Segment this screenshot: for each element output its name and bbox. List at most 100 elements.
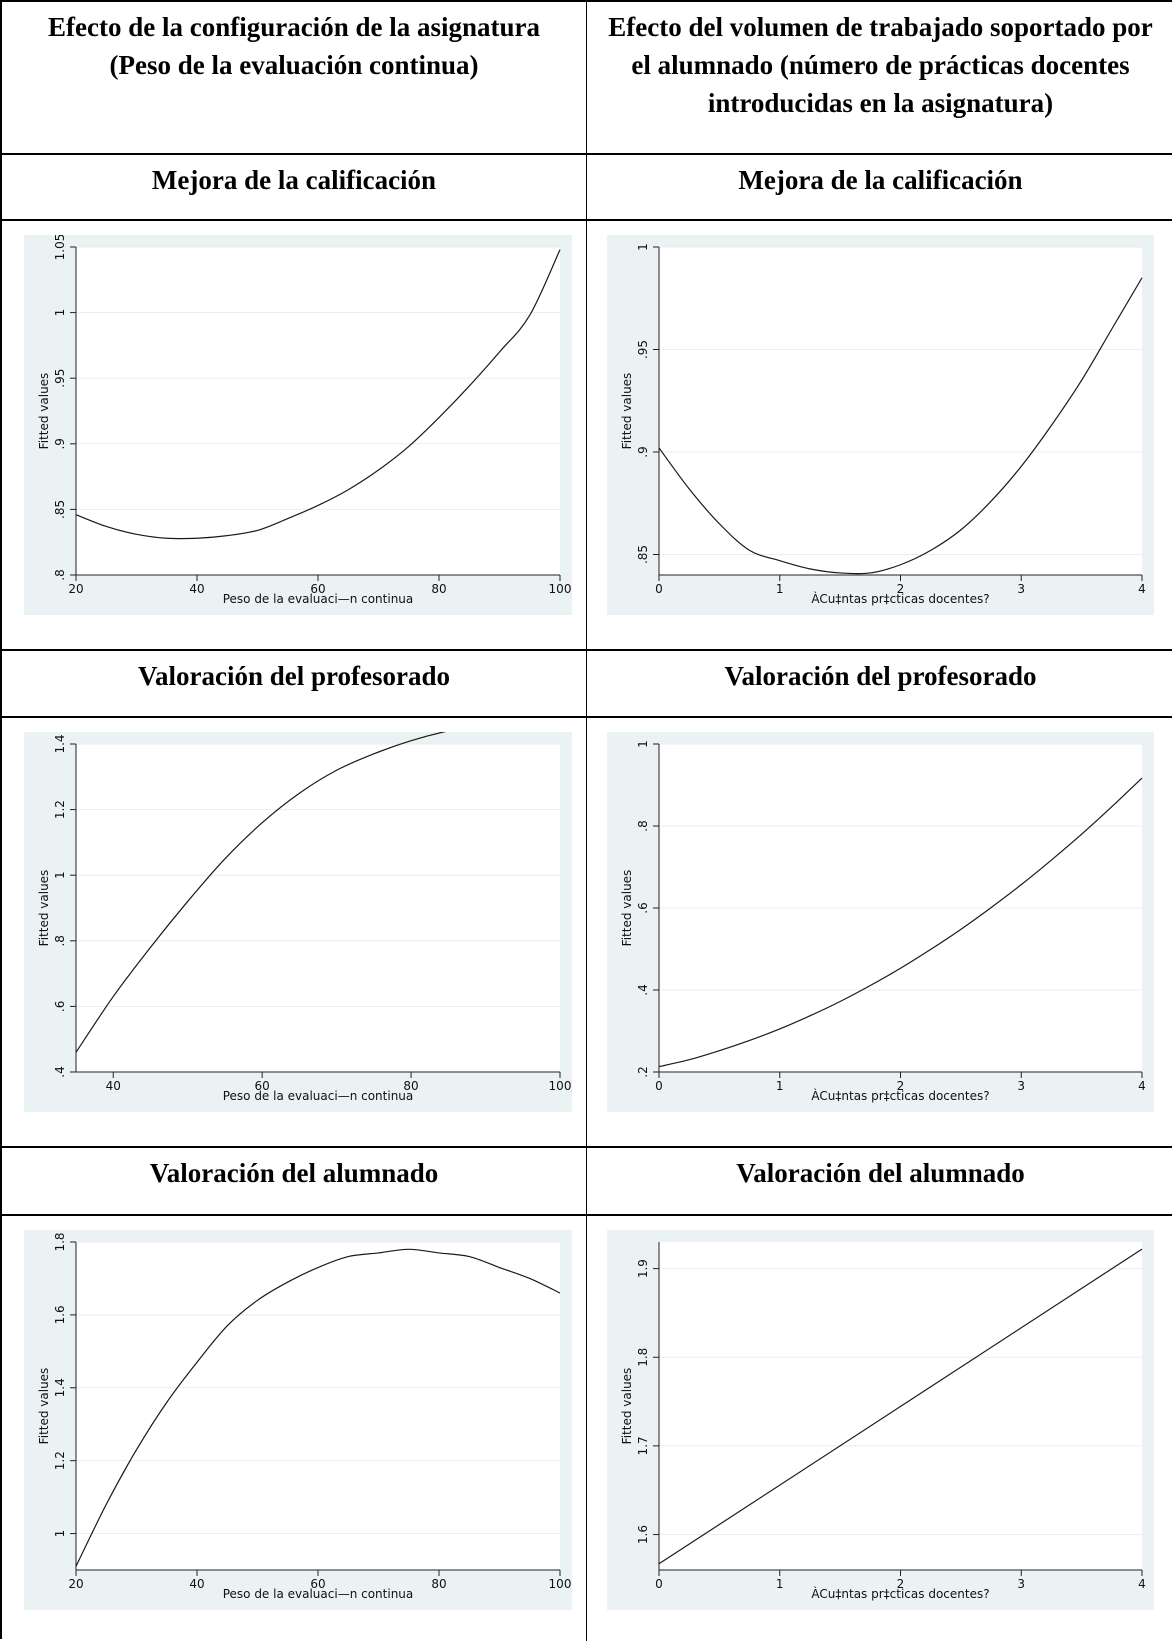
- chart-cell: .2 .4 .6 .8 1 0 1 2 3 4 ÀCu‡ntas pr‡cticas docente…: [587, 718, 1172, 1148]
- x-tick-label: 2: [897, 1079, 905, 1093]
- chart-alumnado-peso: 1 1.2 1.4 1.6 1.8 20 40 60 80 100 Peso de la evalu…: [24, 1230, 572, 1610]
- x-axis-label: ÀCu‡ntas pr‡cticas docentes?: [811, 1088, 989, 1103]
- x-axis-label: ÀCu‡ntas pr‡cticas docentes?: [811, 591, 989, 606]
- column-header-text: Efecto del volumen de trabajado soportad…: [608, 12, 1153, 118]
- y-tick-label: 1.8: [636, 1348, 650, 1367]
- row-label-cell: Valoración del alumnado: [2, 1148, 587, 1216]
- y-tick-label: .85: [53, 500, 67, 519]
- y-axis-label: Fitted values: [37, 373, 51, 450]
- row-label-cell: Mejora de la calificación: [2, 155, 587, 221]
- y-tick-label: .8: [53, 569, 67, 580]
- chart-cell: .85 .9 .95 1 0 1 2 3 4 ÀCu‡ntas pr‡cticas docente…: [587, 221, 1172, 651]
- x-tick-label: 20: [68, 1577, 83, 1591]
- x-tick-label: 3: [1017, 1577, 1025, 1591]
- fitted-values-line: [75, 732, 447, 1053]
- y-tick-label: 1: [53, 871, 67, 879]
- x-tick-label: 80: [403, 1079, 418, 1093]
- y-tick-label: .4: [53, 1066, 67, 1077]
- y-axis-label: Fitted values: [620, 373, 634, 450]
- y-tick-label: 1.6: [636, 1525, 650, 1544]
- fitted-values-line: [658, 1248, 1143, 1565]
- x-tick-label: 2: [897, 1577, 905, 1591]
- y-axis-label: Fitted values: [620, 1368, 634, 1445]
- x-tick-label: 3: [1017, 1079, 1025, 1093]
- row-label-cell: Valoración del profesorado: [2, 651, 587, 718]
- y-tick-label: .6: [636, 902, 650, 913]
- x-tick-label: 80: [431, 582, 446, 596]
- y-tick-label: 1.4: [53, 1378, 67, 1397]
- y-tick-label: .95: [53, 369, 67, 388]
- fitted-values-line: [75, 249, 561, 540]
- x-axis-label: Peso de la evaluaci—n continua: [223, 1587, 414, 1601]
- x-tick-label: 60: [310, 1577, 325, 1591]
- x-tick-label: 3: [1017, 582, 1025, 596]
- y-tick-label: 1.4: [53, 734, 67, 753]
- row-label: Valoración del alumnado: [149, 1158, 439, 1188]
- y-tick-label: 1.8: [53, 1232, 67, 1251]
- row-label: Valoración del profesorado: [137, 661, 450, 691]
- plot-area: [76, 1242, 560, 1570]
- row-label: Mejora de la calificación: [738, 165, 1023, 195]
- y-tick-label: .9: [53, 438, 67, 449]
- chart-cell: 1 1.2 1.4 1.6 1.8 20 40 60 80 100 Peso de la evalu…: [2, 1216, 587, 1641]
- y-axis-label: Fitted values: [37, 870, 51, 947]
- y-tick-label: 1.9: [636, 1259, 650, 1278]
- row-label: Mejora de la calificación: [151, 165, 437, 195]
- x-tick-label: 40: [106, 1079, 121, 1093]
- y-tick-label: .85: [636, 545, 650, 564]
- y-tick-label: 1: [636, 740, 650, 748]
- x-tick-label: 1: [776, 1079, 784, 1093]
- column-header-volumen: Efecto del volumen de trabajado soportad…: [587, 2, 1172, 155]
- chart-alumnado-practicas: 1.6 1.7 1.8 1.9 0 1 2 3 4 ÀCu‡ntas pr‡cticas doce…: [607, 1230, 1154, 1610]
- plot-area: [76, 247, 560, 575]
- x-tick-label: 40: [189, 1577, 204, 1591]
- fitted-values-line: [658, 277, 1143, 575]
- x-tick-label: 20: [68, 582, 83, 596]
- chart-mejora-peso: .8 .85 .9 .95 1 1.05 20 40 60 80 100 Peso de la eva…: [24, 235, 572, 615]
- row-label: Valoración del alumnado: [736, 1158, 1025, 1188]
- x-tick-label: 4: [1138, 582, 1146, 596]
- row-label-cell: Valoración del alumnado: [587, 1148, 1172, 1216]
- row-label: Valoración del profesorado: [724, 661, 1037, 691]
- y-tick-label: .9: [636, 446, 650, 457]
- column-header-configuracion: Efecto de la configuración de la asignat…: [2, 2, 587, 155]
- x-tick-label: 1: [776, 1577, 784, 1591]
- y-axis-label: Fitted values: [37, 1368, 51, 1445]
- x-tick-label: 4: [1138, 1577, 1146, 1591]
- y-tick-label: .6: [53, 1001, 67, 1012]
- x-tick-label: 2: [897, 582, 905, 596]
- x-tick-label: 0: [655, 1079, 663, 1093]
- y-axis-label: Fitted values: [620, 870, 634, 947]
- y-tick-label: 1.2: [53, 1451, 67, 1470]
- chart-profesorado-peso: .4 .6 .8 1 1.2 1.4 40 60 80 100 Peso de la evaluac…: [24, 732, 572, 1112]
- y-tick-label: 1.7: [636, 1436, 650, 1455]
- x-tick-label: 40: [189, 582, 204, 596]
- chart-profesorado-practicas: .2 .4 .6 .8 1 0 1 2 3 4 ÀCu‡ntas pr‡cticas docente…: [607, 732, 1154, 1112]
- x-tick-label: 100: [549, 1577, 572, 1591]
- x-tick-label: 80: [431, 1577, 446, 1591]
- y-tick-label: 1: [636, 243, 650, 251]
- y-tick-label: .4: [636, 984, 650, 995]
- x-tick-label: 0: [655, 582, 663, 596]
- chart-cell: .8 .85 .9 .95 1 1.05 20 40 60 80 100 Peso de la eva…: [2, 221, 587, 651]
- x-tick-label: 60: [255, 1079, 270, 1093]
- x-axis-label: Peso de la evaluaci—n continua: [223, 592, 414, 606]
- x-tick-label: 100: [549, 582, 572, 596]
- x-axis-label: ÀCu‡ntas pr‡cticas docentes?: [811, 1586, 989, 1601]
- fitted-values-line: [658, 777, 1143, 1068]
- plot-area: [659, 247, 1142, 575]
- x-tick-label: 100: [549, 1079, 572, 1093]
- chart-cell: .4 .6 .8 1 1.2 1.4 40 60 80 100 Peso de la evaluac…: [2, 718, 587, 1148]
- x-tick-label: 60: [310, 582, 325, 596]
- row-label-cell: Valoración del profesorado: [587, 651, 1172, 718]
- y-tick-label: .8: [53, 935, 67, 946]
- column-header-text: Efecto de la configuración de la asignat…: [48, 12, 540, 80]
- y-tick-label: 1.05: [53, 235, 67, 260]
- chart-mejora-practicas: .85 .9 .95 1 0 1 2 3 4 ÀCu‡ntas pr‡cticas docente…: [607, 235, 1154, 615]
- row-label-cell: Mejora de la calificación: [587, 155, 1172, 221]
- x-tick-label: 1: [776, 582, 784, 596]
- x-tick-label: 4: [1138, 1079, 1146, 1093]
- y-tick-label: 1: [53, 1530, 67, 1538]
- y-tick-label: 1.2: [53, 800, 67, 819]
